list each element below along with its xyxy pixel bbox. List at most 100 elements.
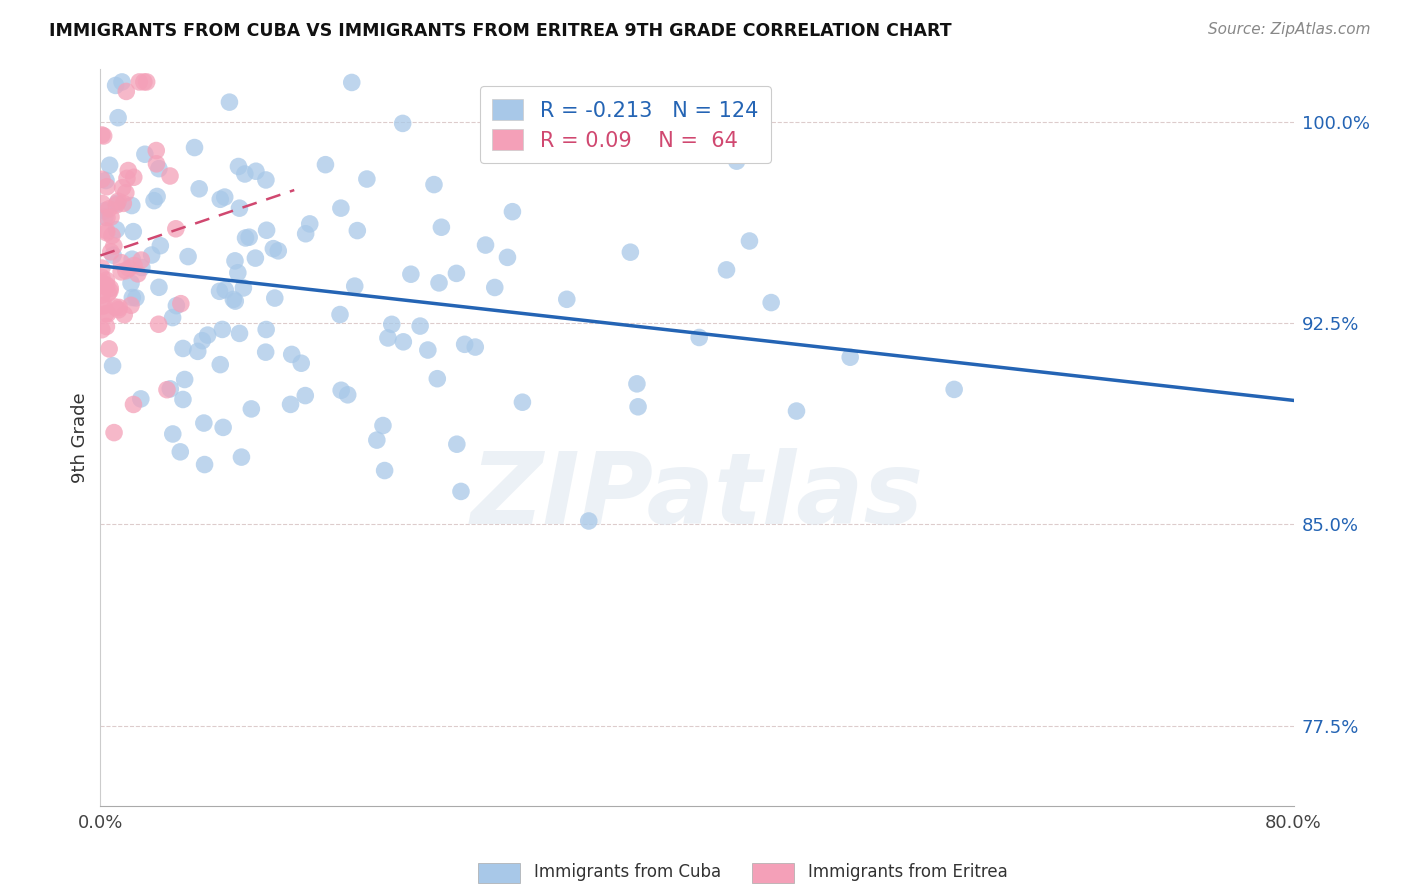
Point [193,416,215,430]
Text: Immigrants from Cuba: Immigrants from Cuba [534,863,721,881]
Point [294,227,316,241]
Point [97,307,120,321]
Point [512,395,534,409]
Point [91,299,114,313]
Point [228,201,250,215]
Point [329,308,352,322]
Point [107,111,129,125]
Point [290,356,312,370]
Point [117,163,139,178]
Point [156,383,179,397]
Point [159,169,181,183]
Point [96,319,118,334]
Point [127,267,149,281]
Point [169,445,191,459]
Point [104,78,127,93]
Point [90,128,112,142]
Point [96,224,118,238]
Point [430,220,453,235]
Point [114,186,136,200]
Point [97,202,120,216]
Point [212,420,235,434]
Point [131,253,153,268]
Point [105,198,128,212]
Point [214,283,236,297]
Point [98,284,121,298]
Point [262,242,284,256]
Point [122,170,145,185]
Point [224,253,246,268]
Point [93,128,115,143]
Point [90,276,112,290]
Point [356,172,378,186]
Point [101,248,124,262]
Point [101,228,124,243]
Point [716,263,738,277]
Point [122,225,145,239]
Point [453,337,475,351]
Point [162,310,184,325]
Point [446,266,468,280]
Point [94,210,117,224]
Legend: R = -0.213   N = 124, R = 0.09    N =  64: R = -0.213 N = 124, R = 0.09 N = 64 [479,87,770,163]
Point [103,425,125,440]
Point [374,464,396,478]
Point [118,261,141,276]
Point [738,234,761,248]
Point [484,280,506,294]
Point [170,296,193,310]
Point [254,322,277,336]
Point [626,376,648,391]
Point [90,270,112,285]
Point [96,226,118,240]
Point [159,382,181,396]
Point [91,196,114,211]
Point [226,266,249,280]
Point [90,172,112,186]
Point [209,192,232,206]
Point [120,276,142,290]
Text: Immigrants from Eritrea: Immigrants from Eritrea [808,863,1008,881]
Point [197,328,219,343]
Point [90,261,112,276]
Point [96,211,118,225]
Point [191,334,214,348]
Point [141,248,163,262]
Point [501,204,523,219]
Y-axis label: 9th Grade: 9th Grade [72,392,89,483]
Point [688,330,710,344]
Point [121,252,143,267]
Point [177,250,200,264]
Point [245,164,267,178]
Point [96,179,118,194]
Point [943,383,966,397]
Point [280,397,302,411]
Point [232,281,254,295]
Point [245,251,267,265]
Point [110,256,132,270]
Point [143,194,166,208]
Point [115,84,138,98]
Point [233,167,256,181]
Point [314,158,336,172]
Point [135,75,157,89]
Point [93,298,115,312]
Point [173,372,195,386]
Point [148,280,170,294]
Point [96,273,118,287]
Point [96,278,118,293]
Point [578,514,600,528]
Point [759,295,782,310]
Point [122,397,145,411]
Point [298,217,321,231]
Point [132,75,155,89]
Point [267,244,290,258]
Text: ZIPatlas: ZIPatlas [471,448,924,545]
Point [111,180,134,194]
Point [183,140,205,154]
Point [172,342,194,356]
Point [105,196,128,211]
Point [211,322,233,336]
Point [218,95,240,110]
Point [496,251,519,265]
